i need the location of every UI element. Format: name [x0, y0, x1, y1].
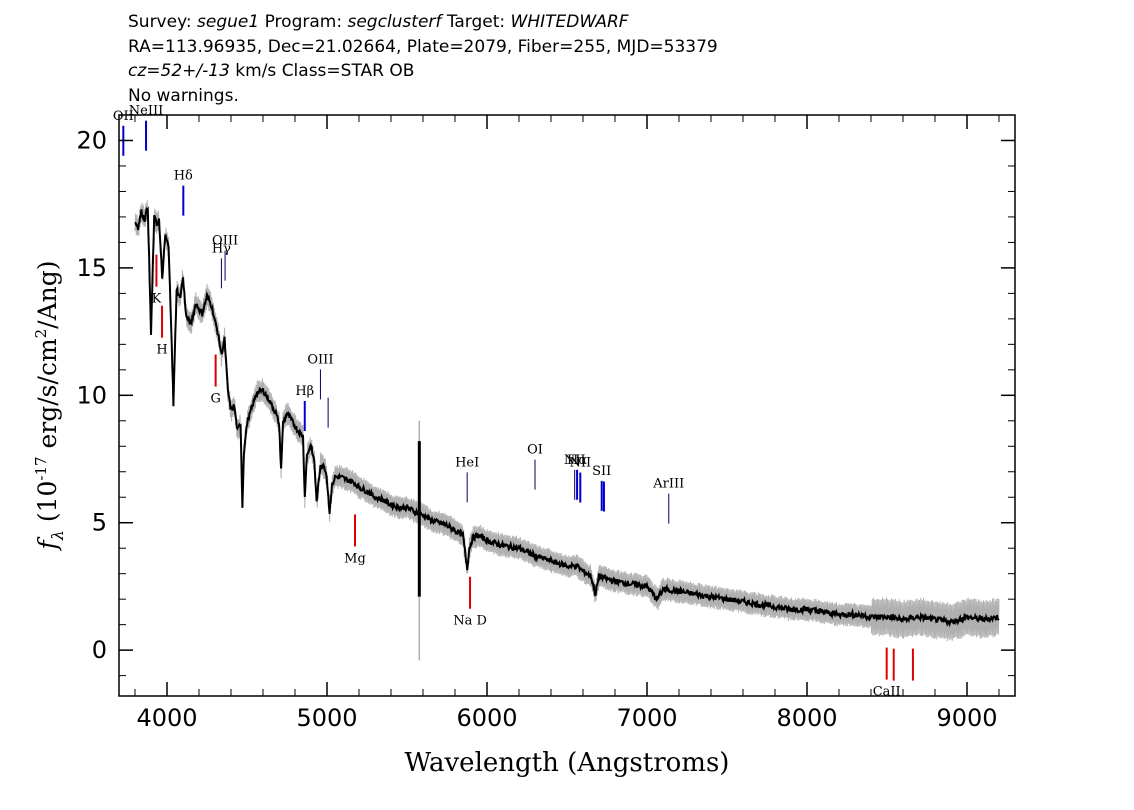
emission-line-label: Hα [567, 453, 587, 468]
emission-line-label: NII [564, 453, 586, 468]
error-band-layer [134, 200, 1000, 642]
header-line-coords: RA=113.96935, Dec=21.02664, Plate=2079, … [128, 36, 718, 57]
target-label: Target: [446, 12, 506, 32]
error-band-path [134, 200, 1000, 642]
plot-frame [118, 114, 1016, 697]
absorption-line-label: Na D [453, 614, 487, 629]
x-tick-label: 5000 [296, 704, 357, 732]
spectrum-header: Survey: segue1 Program: segclusterf Targ… [128, 10, 718, 108]
survey-value: segue1 [197, 12, 260, 32]
y-tick-label: 0 [92, 636, 107, 664]
emission-line-label: OI [527, 443, 543, 458]
emission-line-label: Hβ [295, 384, 314, 399]
emission-line-label: OIII [307, 352, 333, 367]
emission-line-label: Hγ [212, 241, 231, 256]
emission-line-label: NII [569, 456, 591, 471]
emission-line-label: OII [113, 109, 134, 124]
absorption-line-label: K [152, 292, 162, 307]
absorption-line-label: H [156, 343, 167, 358]
emission-line-label: ArIII [652, 477, 684, 492]
program-label: Program: [264, 12, 343, 32]
emission-line-label: HeI [455, 455, 479, 470]
x-tick-label: 4000 [136, 704, 197, 732]
absorption-line-label: G [210, 392, 220, 407]
emission-line-label: NeIII [129, 104, 163, 119]
y-tick-label: 20 [76, 126, 107, 154]
header-line-survey: Survey: segue1 Program: segclusterf Targ… [128, 10, 718, 35]
ticks-layer: 4000 5000 6000 7000 8000 9000 0 5 10 15 20 [76, 115, 1015, 732]
x-axis-title: Wavelength (Angstroms) [405, 748, 730, 778]
y-tick-label: 10 [76, 381, 107, 409]
target-value: WHITEDWARF [510, 12, 629, 32]
header-line-warnings: No warnings. [128, 85, 239, 106]
header-line-cz: cz=52+/-13 km/s Class=STAR OB [128, 59, 718, 84]
program-value: segclusterf [347, 12, 442, 32]
x-tick-label: 7000 [616, 704, 677, 732]
cz-value: cz=52+/-13 [128, 61, 230, 81]
absorption-line-label: Mg [344, 551, 366, 566]
emission-line-label: SII [592, 464, 611, 479]
absorption-line-label: CaII [873, 685, 901, 700]
flux-line [134, 206, 1000, 628]
x-tick-label: 8000 [776, 704, 837, 732]
cz-units: km/s Class=STAR OB [235, 61, 415, 81]
emission-line-label: OIII [212, 234, 238, 249]
x-tick-label: 6000 [456, 704, 517, 732]
flux-layer [134, 206, 1000, 661]
y-tick-label: 5 [92, 509, 107, 537]
survey-label: Survey: [128, 12, 192, 32]
y-tick-label: 15 [76, 254, 107, 282]
emission-line-label: Hδ [174, 169, 193, 184]
y-axis-title: fλ (10-17 erg/s/cm2/Ang) [32, 260, 67, 551]
x-tick-label: 9000 [936, 704, 997, 732]
